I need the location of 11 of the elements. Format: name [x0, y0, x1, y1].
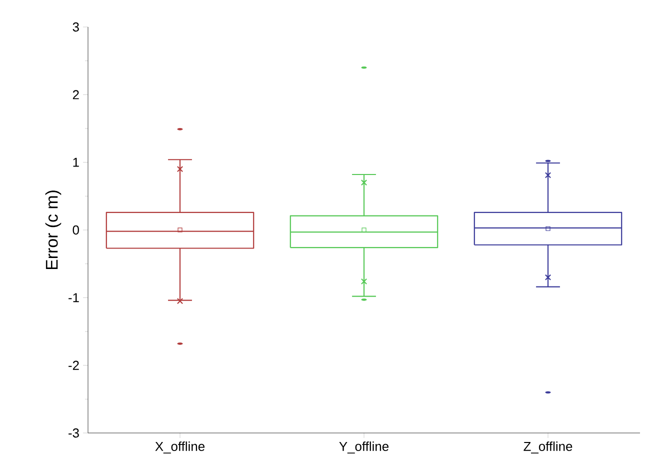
x-tick-label: Z_offline [524, 442, 572, 454]
y-tick-label: -1 [68, 293, 79, 302]
y-tick-label: -3 [68, 428, 79, 438]
y-tick-label: 2 [72, 90, 79, 100]
y-tick-label: 0 [72, 225, 79, 235]
x-tick-label: Y_offline [339, 442, 389, 454]
y-tick-label: 1 [73, 158, 79, 167]
y-tick-label: -2 [68, 360, 79, 370]
y-tick-label: 3 [72, 22, 79, 32]
x-tick-label: X_offline [155, 442, 205, 454]
y-axis-title: Error (c m) [45, 190, 62, 270]
